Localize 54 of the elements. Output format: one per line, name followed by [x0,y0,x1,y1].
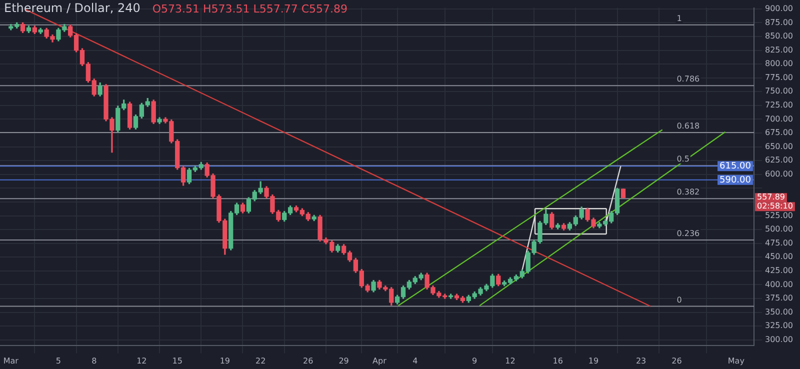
text: 02:58:10 [757,202,793,211]
x-tick-label: 12 [505,356,516,366]
ref-line-label: 590.00 [720,175,752,186]
y-tick-label: 825.00 [765,45,793,54]
annotation: 0.618 [676,122,700,131]
chart-title: Ethereum / Dollar, 240 [4,1,140,16]
y-tick-label: 425.00 [765,266,793,276]
y-tick-label: 600.00 [765,169,793,178]
y-tick-label: 850.00 [765,32,793,41]
x-tick-label: 22 [255,356,266,366]
annotation: 1 [676,14,682,23]
y-tick-label: 750.00 [765,86,793,96]
x-tick-label: 8 [92,356,97,366]
y-tick-label: 300.00 [765,334,793,344]
x-tick-label: 4 [412,356,418,366]
x-tick-label: 9 [472,356,478,366]
y-tick-label: 475.00 [765,238,793,248]
annotation: 0.5 [676,154,690,164]
x-tick-label: May [728,356,745,366]
y-tick-label: 675.00 [765,128,793,138]
ref-line-label: 615.00 [720,161,752,172]
y-tick-label: 375.00 [765,294,793,303]
x-tick-label: 23 [636,356,646,366]
y-tick-label: 500.00 [765,224,793,234]
x-tick-label: Mar [3,356,20,366]
y-tick-label: 725.00 [765,100,793,110]
y-tick-label: 350.00 [765,307,793,316]
x-tick-label: 26 [672,356,682,366]
y-tick-label: 700.00 [765,114,793,124]
y-tick-label: 450.00 [765,252,793,262]
x-tick-label: 15 [172,356,182,366]
x-tick-label: 29 [338,356,349,366]
y-tick-label: 800.00 [765,59,793,68]
x-tick-label: 26 [303,356,314,366]
x-tick-label: 19 [588,356,599,366]
annotation: 0 [676,295,682,304]
annotation: 0.786 [676,74,700,84]
annotation: 0.382 [676,188,700,197]
x-tick-label: Apr [372,356,388,366]
x-tick-label: 5 [56,356,62,366]
y-tick-label: 900.00 [765,4,793,13]
y-tick-label: 525.00 [765,210,793,220]
x-tick-label: 16 [552,356,563,366]
y-tick-label: 325.00 [765,321,793,330]
text: 557.89 [757,192,785,202]
y-tick-label: 650.00 [765,142,793,151]
y-tick-label: 875.00 [765,18,793,27]
y-tick-label: 400.00 [765,280,793,289]
x-tick-label: 19 [220,356,230,366]
y-tick-label: 775.00 [765,72,793,82]
annotation: 0.236 [676,229,700,238]
y-tick-label: 625.00 [765,156,793,165]
x-tick-label: 12 [136,356,147,366]
chart-subtitle: O573.51 H573.51 L557.77 C557.89 [152,2,348,16]
